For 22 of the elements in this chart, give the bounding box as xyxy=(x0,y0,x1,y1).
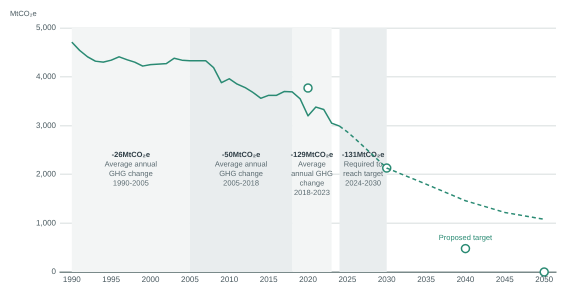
x-tick-label: 2025 xyxy=(338,275,357,284)
x-tick-label: 2020 xyxy=(299,275,318,284)
point xyxy=(460,244,470,254)
x-tick-label: 2015 xyxy=(260,275,278,284)
x-tick-label: 1990 xyxy=(62,275,82,284)
x-tick-label: 2045 xyxy=(496,275,514,284)
y-tick-label: 1,000 xyxy=(36,218,57,228)
y-tick-label: 4,000 xyxy=(36,72,57,82)
point xyxy=(539,267,549,277)
x-tick-label: 2030 xyxy=(378,275,396,284)
x-tick-label: 1995 xyxy=(102,275,121,284)
y-tick-label: 3,000 xyxy=(36,120,57,130)
x-tick-label: 2050 xyxy=(535,275,554,284)
y-tick-label: 2,000 xyxy=(36,170,57,179)
x-tick-label: 2035 xyxy=(417,275,436,284)
point xyxy=(303,83,313,93)
y-tick-label: 5,000 xyxy=(36,23,57,32)
x-tick-label: 2005 xyxy=(181,275,200,284)
x-tick-label: 2040 xyxy=(456,275,475,284)
y-tick-label: 0 xyxy=(52,267,57,276)
x-tick-label: 2010 xyxy=(220,275,239,284)
x-tick-label: 2000 xyxy=(142,275,160,284)
